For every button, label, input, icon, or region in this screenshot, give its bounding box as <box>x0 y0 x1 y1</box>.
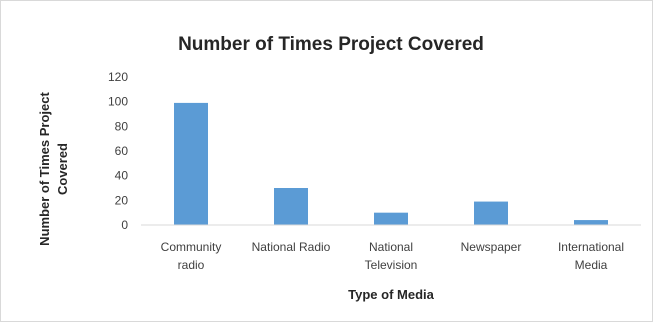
y-axis-title-line: Covered <box>55 143 70 195</box>
x-category-label: International <box>558 240 624 254</box>
y-axis-title: Number of Times Project Covered <box>37 92 70 246</box>
bar <box>274 188 308 225</box>
x-category-labels: Community radio National Radio National Tele… <box>161 240 624 272</box>
bars <box>174 102 608 225</box>
x-category-label: Newspaper <box>461 240 522 254</box>
y-tick-labels: 0 20 40 60 80 100 120 <box>108 70 128 232</box>
chart-title: Number of Times Project Covered <box>178 34 484 55</box>
x-category-label: Community <box>161 240 222 254</box>
y-tick-label: 20 <box>115 193 129 207</box>
bar <box>374 212 408 225</box>
y-tick-label: 0 <box>121 218 128 232</box>
y-tick-label: 60 <box>115 144 129 158</box>
y-tick-label: 40 <box>115 169 129 183</box>
x-axis-title: Type of Media <box>348 287 434 302</box>
bar <box>474 201 508 225</box>
y-tick-label: 120 <box>108 70 128 84</box>
x-category-label: National <box>369 240 413 254</box>
x-category-label: National Radio <box>252 240 331 254</box>
x-category-label: Television <box>365 258 418 272</box>
y-axis-title-line: Number of Times Project <box>37 92 52 246</box>
y-tick-label: 80 <box>115 119 129 133</box>
bar <box>174 102 208 225</box>
y-tick-label: 100 <box>108 95 128 109</box>
x-category-label: Media <box>575 258 608 272</box>
bar <box>574 220 608 225</box>
x-category-label: radio <box>178 258 205 272</box>
